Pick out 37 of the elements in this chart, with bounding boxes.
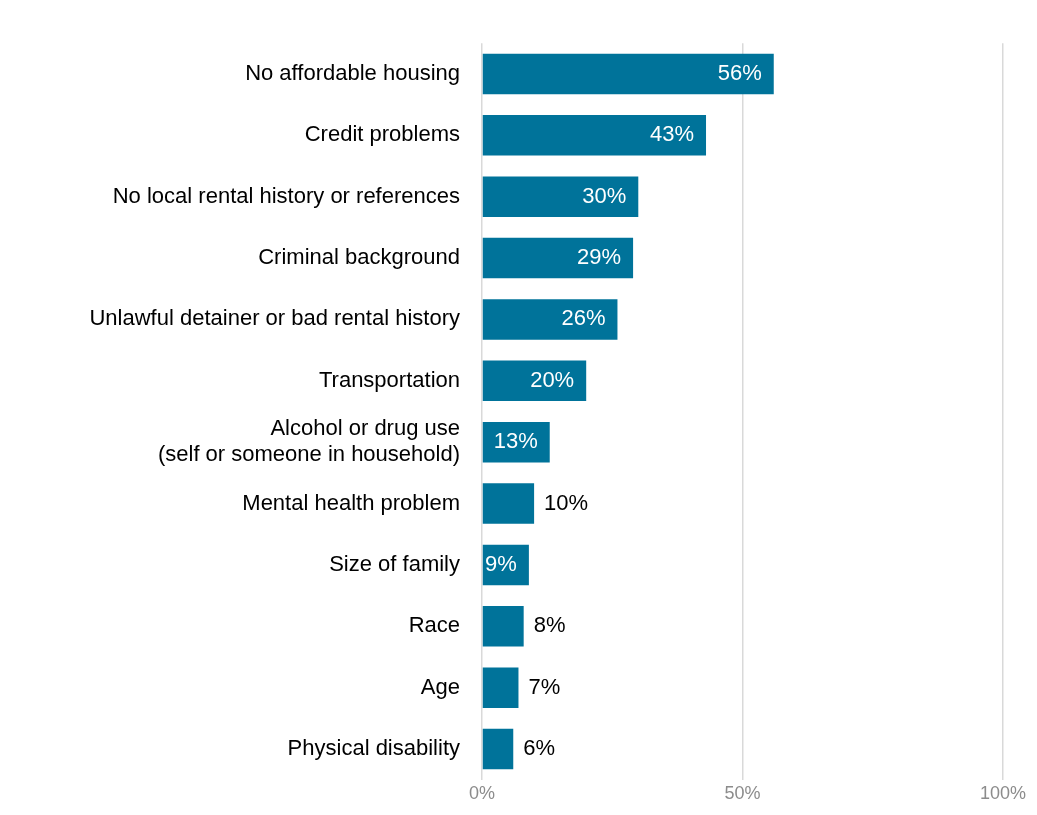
bar bbox=[482, 237, 634, 279]
y-tick-label: Unlawful detainer or bad rental history bbox=[89, 305, 460, 331]
y-tick-label: Physical disability bbox=[287, 735, 460, 761]
y-tick-label: Credit problems bbox=[304, 121, 460, 147]
bar bbox=[482, 667, 519, 708]
x-tick-label: 100% bbox=[979, 782, 1026, 803]
data-label: 10% bbox=[544, 489, 589, 515]
data-label: 56% bbox=[717, 59, 762, 85]
bar bbox=[482, 728, 514, 770]
y-tick-label: Age bbox=[420, 673, 460, 699]
data-label: 8% bbox=[533, 612, 566, 638]
data-label: 29% bbox=[577, 244, 622, 270]
y-tick-label: Race bbox=[408, 612, 460, 638]
data-label: 20% bbox=[530, 366, 575, 392]
bar bbox=[482, 176, 639, 217]
data-label: 30% bbox=[582, 182, 627, 208]
x-tick-label: 50% bbox=[724, 782, 761, 803]
bar bbox=[482, 483, 535, 524]
data-label: 26% bbox=[561, 305, 606, 331]
y-tick-label: Mental health problem bbox=[242, 489, 460, 515]
y-tick-label: No affordable housing bbox=[245, 59, 460, 85]
y-tick-label: Size of family bbox=[329, 551, 460, 577]
y-tick-label: Alcohol or drug use (self or someone in household) bbox=[157, 415, 460, 467]
y-tick-label: No local rental history or references bbox=[112, 182, 460, 208]
bar bbox=[482, 53, 774, 95]
bar bbox=[482, 299, 618, 340]
data-label: 9% bbox=[485, 551, 517, 577]
bar bbox=[482, 606, 524, 647]
bar bbox=[482, 360, 587, 402]
bar bbox=[482, 115, 707, 156]
data-label: 13% bbox=[493, 428, 538, 454]
x-tick-label: 0% bbox=[468, 782, 496, 803]
y-tick-label: Criminal background bbox=[258, 244, 460, 270]
data-label: 6% bbox=[523, 735, 556, 761]
data-label: 7% bbox=[528, 673, 561, 699]
data-label: 43% bbox=[649, 121, 695, 147]
y-tick-label: Transportation bbox=[318, 366, 460, 392]
